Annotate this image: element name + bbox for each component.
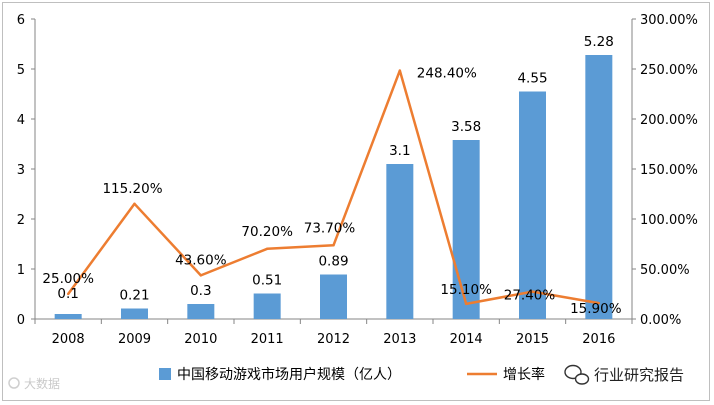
watermark-right: 行业研究报告 [564, 364, 684, 385]
legend-label-line: 增长率 [503, 366, 545, 383]
bar-value-label: 3.1 [389, 143, 410, 159]
bar [452, 140, 480, 319]
line-point [597, 301, 601, 305]
watermark-left-text: 大数据 [24, 376, 60, 391]
bar-value-label: 0.3 [190, 283, 211, 299]
bar-value-label: 5.28 [584, 34, 614, 50]
line-point [133, 202, 136, 205]
watermark-right-text: 行业研究报告 [594, 366, 684, 384]
y-right-tick-label: 150.00% [640, 163, 698, 178]
axes: 0 1 2 3 4 5 6 0.00% 50.00% 100.00% 150.00% 200.00% 2… [17, 13, 698, 347]
growth-value-label: 248.40% [417, 66, 477, 82]
bar-value-label: 3.58 [451, 119, 481, 135]
line-point [398, 69, 402, 72]
line-point [199, 274, 203, 277]
line-point [464, 302, 468, 306]
y-left-tick-label: 1 [17, 263, 25, 278]
legend: 中国移动游戏市场用户规模（亿人） 增长率 [159, 366, 545, 383]
line-series [66, 69, 601, 306]
y-right-tick-label: 200.00% [640, 113, 698, 128]
y-left-tick-label: 4 [17, 113, 25, 128]
growth-value-label: 70.20% [241, 224, 293, 240]
bar [320, 274, 347, 319]
y-left-tick-label: 2 [17, 213, 25, 228]
bar-value-label: 0.1 [57, 286, 78, 302]
y-left-tick-label: 6 [17, 13, 25, 28]
y-right-tick-label: 0.00% [640, 313, 681, 328]
growth-value-label: 73.70% [304, 220, 356, 236]
x-tick-label: 2011 [251, 332, 284, 347]
y-left-tick-label: 5 [17, 63, 25, 78]
y-right-tick-label: 50.00% [640, 263, 690, 278]
line-point [332, 244, 335, 247]
line-point [66, 292, 70, 296]
wechat-icon [564, 364, 590, 385]
bar-series [54, 55, 613, 319]
x-tick-label: 2016 [582, 332, 615, 347]
line-point [531, 290, 534, 293]
x-tick-label: 2012 [317, 332, 350, 347]
y-right-tick-label: 250.00% [640, 63, 698, 78]
bar [187, 304, 215, 319]
growth-value-label: 43.60% [175, 252, 227, 268]
x-tick-label: 2013 [383, 332, 416, 347]
bar-value-label: 0.89 [318, 254, 348, 270]
y-left-tick-label: 0 [17, 313, 25, 328]
x-tick-label: 2008 [52, 332, 85, 347]
y-right-tick-label: 100.00% [640, 213, 698, 228]
growth-value-label: 25.00% [42, 271, 94, 287]
bar-value-label: 0.51 [252, 273, 282, 289]
growth-value-label: 115.20% [102, 181, 162, 197]
bar [386, 164, 414, 319]
x-tick-label: 2009 [118, 332, 151, 347]
x-tick-label: 2010 [184, 332, 217, 347]
bar-value-label: 0.21 [119, 288, 149, 304]
bar [519, 91, 546, 319]
growth-value-label: 27.40% [504, 288, 556, 304]
bar-value-label: 4.55 [517, 71, 547, 87]
watermark-left: 大数据 [8, 376, 60, 391]
bar [54, 314, 82, 319]
x-tick-label: 2015 [516, 332, 549, 347]
growth-value-label: 15.10% [440, 282, 492, 298]
line-point [265, 247, 269, 250]
legend-swatch-bar [159, 368, 171, 380]
y-left-tick-label: 3 [17, 163, 25, 178]
x-tick-label: 2014 [450, 332, 483, 347]
y-right-tick-label: 300.00% [640, 13, 698, 28]
growth-value-label: 15.90% [570, 301, 622, 317]
watermark-left-icon [8, 377, 20, 389]
data-labels: 0.1 0.21 0.3 0.51 0.89 3.1 3.58 4.55 5.28 25.00% 1… [42, 34, 621, 317]
bar [585, 55, 613, 319]
legend-label-bar: 中国移动游戏市场用户规模（亿人） [177, 366, 401, 383]
bar [253, 293, 281, 319]
bar [121, 308, 148, 319]
